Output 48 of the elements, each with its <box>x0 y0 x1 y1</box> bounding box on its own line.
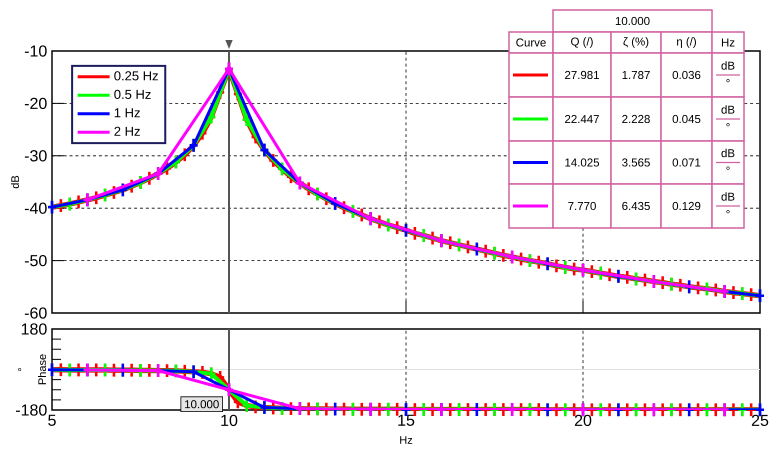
annotation: dB <box>721 148 734 158</box>
y-tick-label: -10 <box>24 45 47 57</box>
annotation: ° <box>726 78 730 82</box>
x-axis-title: Hz <box>400 436 412 444</box>
annotation: dB <box>721 61 734 70</box>
annotation: dB <box>721 192 734 201</box>
y-axis-title: dB <box>10 176 20 188</box>
x-tick-label: 20 <box>574 414 592 426</box>
annotation: dB <box>721 105 734 114</box>
ref-line-label: 10.000 <box>185 400 219 408</box>
text: Hz <box>722 38 734 46</box>
annotation: 2.228 <box>622 114 650 124</box>
legend-label: 0.5 Hz <box>114 90 151 99</box>
annotation: 7.770 <box>568 202 596 210</box>
annotation: 14.025 <box>565 158 600 167</box>
text: 10.000 <box>616 16 650 26</box>
annotation: 22.447 <box>565 114 599 123</box>
annotation: 27.981 <box>565 70 599 80</box>
text: η (/) <box>676 37 696 48</box>
x-tick-label: 5 <box>48 414 56 426</box>
y-tick-label: -20 <box>24 98 47 110</box>
annotation: ° <box>726 210 730 214</box>
annotation: 0.045 <box>672 114 700 124</box>
text: Phase <box>38 354 46 384</box>
legend-label: 0.25 Hz <box>114 71 158 80</box>
annotation: 6.435 <box>622 202 650 210</box>
x-tick-label: 25 <box>752 414 768 426</box>
y-axis-title: ° <box>18 368 22 372</box>
legend-label: 1 Hz <box>114 108 140 118</box>
annotation: 0.129 <box>672 202 700 210</box>
annotation: 0.071 <box>672 158 700 167</box>
x-tick-label: 15 <box>398 414 414 426</box>
text: Curve <box>516 38 546 47</box>
annotation: ° <box>726 122 730 126</box>
annotation: 0.036 <box>672 70 700 80</box>
y-tick-label: -30 <box>24 150 47 162</box>
y-tick-label: 180 <box>22 323 47 335</box>
x-tick-label: 10 <box>221 414 238 426</box>
text: Q (/) <box>571 37 593 48</box>
annotation: 1.787 <box>622 70 650 80</box>
y-tick-label: -60 <box>24 307 47 319</box>
y-tick-label: -50 <box>24 254 47 266</box>
y-tick-label: -180 <box>16 404 47 416</box>
annotation: 3.565 <box>622 158 650 167</box>
text: ζ (%) <box>623 37 648 48</box>
annotation: ° <box>726 166 730 170</box>
y-tick-label: -40 <box>24 202 47 214</box>
legend-label: 2 Hz <box>114 126 140 136</box>
